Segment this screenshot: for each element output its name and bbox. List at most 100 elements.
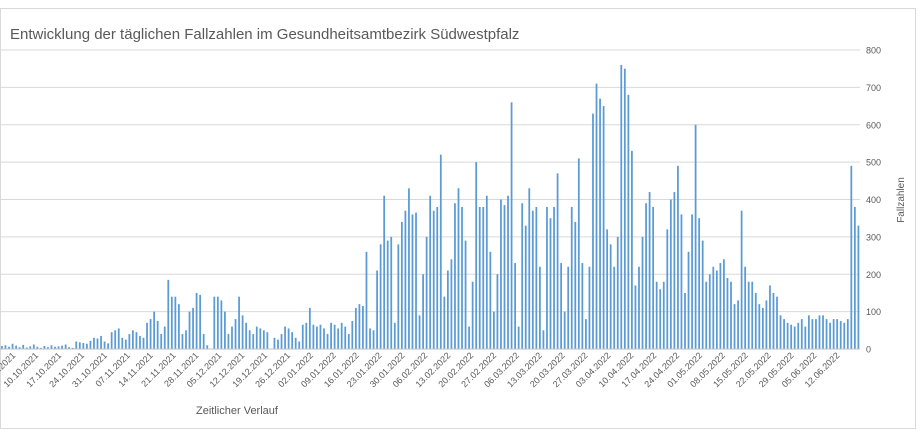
bar [174, 296, 177, 349]
bar [192, 307, 194, 349]
bar [790, 324, 793, 349]
bar [206, 345, 209, 349]
y-tick-label: 700 [866, 83, 881, 93]
bar [666, 229, 669, 349]
bar [843, 322, 846, 349]
bar [829, 322, 831, 349]
bar [305, 322, 308, 349]
y-tick-label: 500 [866, 158, 881, 168]
bar [298, 341, 301, 349]
bar [493, 311, 495, 350]
bar [602, 106, 605, 349]
bar [8, 346, 10, 349]
bar [539, 266, 541, 349]
bar [135, 332, 138, 349]
bar [500, 199, 502, 349]
bar [344, 326, 347, 349]
bar [411, 214, 414, 349]
bar [616, 236, 619, 350]
bar [82, 343, 85, 349]
bar [556, 173, 559, 349]
bar [839, 320, 842, 349]
bar [730, 281, 732, 349]
bar [567, 266, 570, 349]
bar [648, 192, 651, 349]
bar [181, 334, 184, 349]
bar [93, 337, 95, 349]
bar [330, 322, 332, 349]
bar [224, 311, 226, 350]
bar [32, 344, 35, 349]
bar [252, 334, 255, 349]
bar [220, 300, 223, 349]
bar [195, 292, 198, 349]
bar [850, 165, 853, 349]
bar [496, 274, 499, 349]
bar [153, 311, 156, 350]
bar [400, 221, 403, 349]
bar [563, 311, 566, 350]
bar [149, 319, 152, 349]
bar [319, 324, 322, 349]
bar [75, 341, 78, 349]
bar [772, 292, 775, 349]
bar [429, 195, 432, 349]
bar [659, 289, 662, 349]
bar [599, 98, 601, 349]
bar [287, 328, 290, 349]
bar [638, 266, 640, 349]
bar [36, 346, 39, 349]
bar [103, 341, 106, 349]
bar [751, 281, 754, 349]
bar [698, 218, 701, 349]
bar [121, 337, 124, 349]
bar [507, 195, 509, 349]
bar [11, 343, 14, 349]
bar [726, 277, 729, 349]
bar [641, 236, 644, 350]
bar [744, 266, 747, 349]
bar [170, 296, 173, 349]
bar [531, 210, 534, 349]
y-tick-label: 800 [866, 46, 881, 56]
bar [592, 113, 594, 349]
bar [163, 326, 166, 349]
bar [86, 343, 88, 349]
bar [294, 337, 297, 349]
bar [719, 263, 722, 349]
bar [128, 334, 131, 349]
bar [517, 326, 520, 349]
bar [800, 319, 803, 349]
bar [227, 334, 230, 349]
bar [312, 324, 315, 349]
bar [50, 345, 53, 349]
bar [645, 203, 647, 349]
bar [684, 292, 686, 349]
bar [156, 320, 159, 349]
bar [471, 281, 474, 349]
bar [199, 294, 202, 349]
bar [769, 285, 771, 349]
bar [761, 307, 764, 349]
bar [386, 240, 389, 349]
bar [78, 342, 81, 349]
bar [245, 322, 248, 349]
bar [351, 320, 354, 349]
bar [804, 326, 807, 349]
bar [4, 345, 7, 349]
bar [100, 335, 102, 349]
bar [337, 328, 340, 349]
bar [422, 274, 424, 349]
bar [468, 326, 470, 349]
y-axis-title: Fallzahlen [896, 177, 907, 223]
bar [623, 68, 626, 349]
bar [588, 266, 591, 349]
bar [241, 315, 244, 349]
bar [22, 344, 25, 349]
bar [284, 326, 286, 349]
bar [415, 212, 417, 349]
bar [747, 281, 750, 349]
bar [673, 192, 676, 349]
bar-series [1, 64, 860, 350]
bar [114, 330, 117, 349]
